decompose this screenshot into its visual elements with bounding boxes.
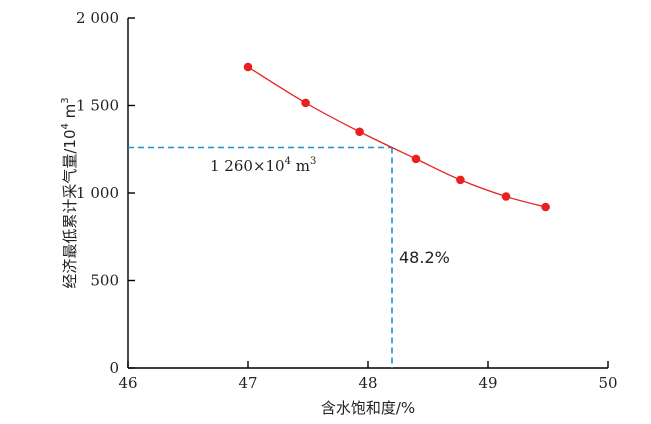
data-point <box>243 62 253 72</box>
plot-area <box>127 18 608 369</box>
reference-x-label: 48.2% <box>399 248 450 267</box>
data-point <box>456 175 465 185</box>
data-point <box>501 192 511 201</box>
reference-y-label-unit: m <box>291 157 310 175</box>
reference-y-label-unit-sup: 3 <box>310 156 316 167</box>
data-point <box>301 98 310 108</box>
y-axis-title-unit-sup: 3 <box>60 97 71 103</box>
y-tick-label: 0 <box>109 359 119 377</box>
y-tick-label: 1 500 <box>76 97 119 115</box>
data-point <box>355 127 364 137</box>
y-tick-label: 500 <box>90 272 119 290</box>
reference-y-label-sup: 4 <box>285 156 291 167</box>
x-tick-label: 46 <box>118 374 137 392</box>
x-tick-label: 48 <box>358 374 377 392</box>
y-axis-title-unit: m <box>61 104 79 123</box>
series-line <box>247 66 546 208</box>
axis-ticks: 0 500 1 000 1 500 2 000 46 47 48 49 50 <box>76 9 618 392</box>
y-axis-title-sup: 4 <box>60 123 71 129</box>
data-point <box>541 202 550 212</box>
data-series <box>243 62 550 212</box>
x-tick-label: 47 <box>238 374 257 392</box>
x-tick-label: 50 <box>598 374 617 392</box>
y-axis-title: 经济最低累计采气量/104 m3 <box>60 97 79 288</box>
reference-y-label-main: 1 260×10 <box>210 157 285 175</box>
y-tick-label: 2 000 <box>76 9 119 27</box>
y-tick-label: 1 000 <box>76 184 119 202</box>
data-point <box>411 154 421 164</box>
reference-y-label: 1 260×104 m3 <box>210 156 316 175</box>
reference-lines <box>128 146 393 368</box>
y-axis-title-main: 经济最低累计采气量/10 <box>61 129 79 288</box>
x-tick-label: 49 <box>478 374 497 392</box>
x-axis-title: 含水饱和度/% <box>321 399 415 417</box>
